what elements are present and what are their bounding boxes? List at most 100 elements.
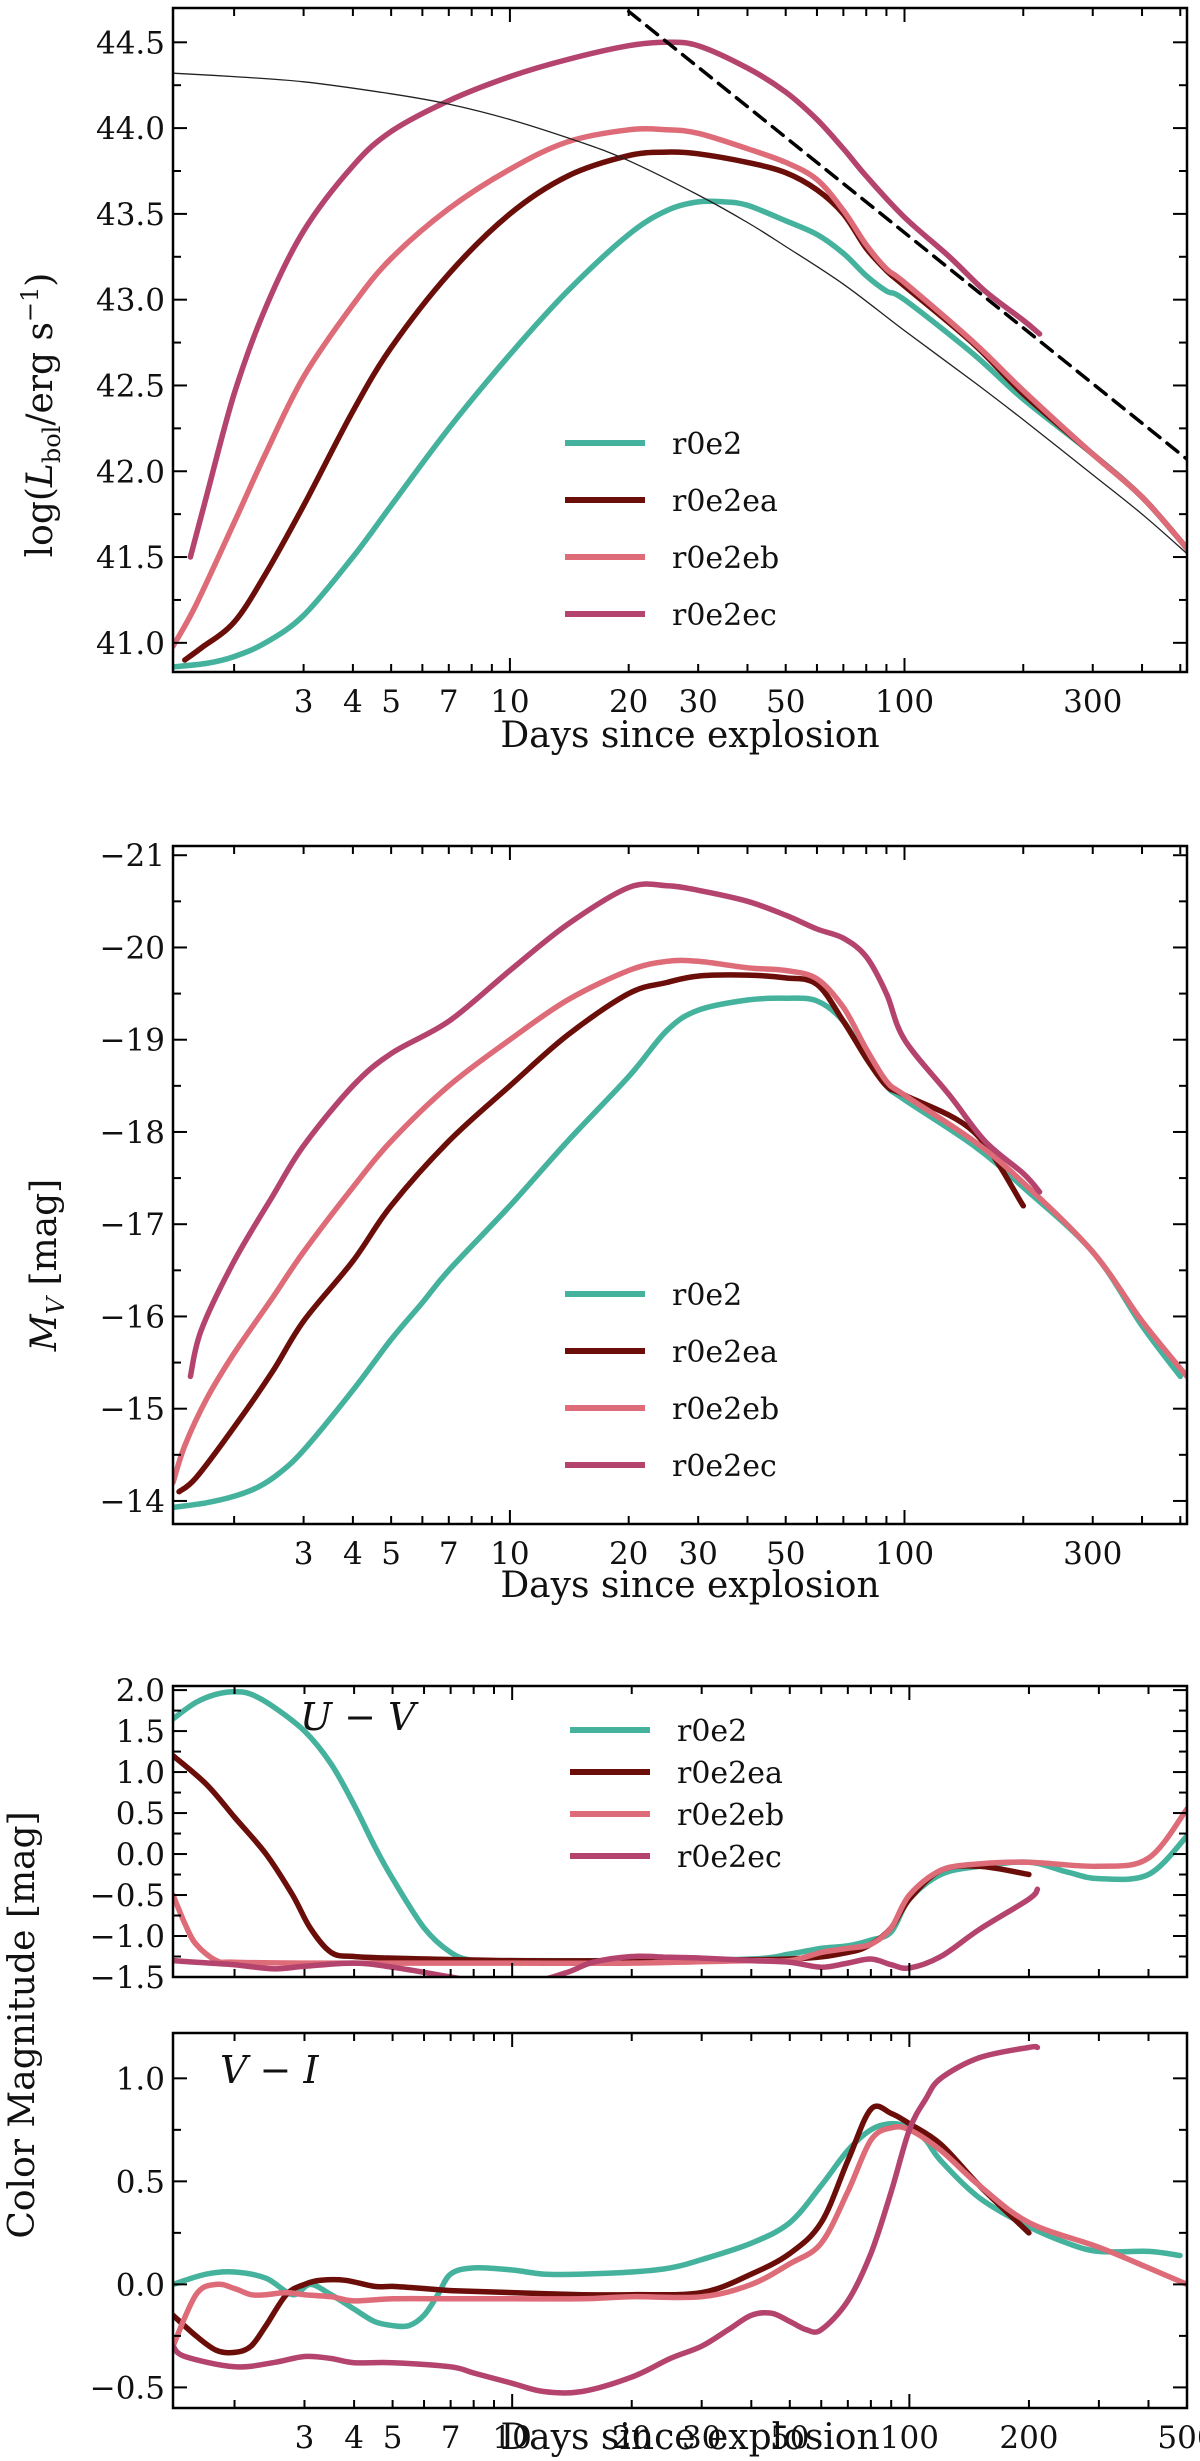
lbol-xtick-label: 50 bbox=[766, 684, 805, 720]
mv-xlabel: Days since explosion bbox=[500, 1565, 879, 1606]
uv-annotation: U − V bbox=[300, 1695, 419, 1739]
mv-xtick-label: 100 bbox=[875, 1536, 934, 1572]
mv-xtick-label: 30 bbox=[678, 1536, 717, 1572]
lbol-legend-label-r0e2ea: r0e2ea bbox=[672, 484, 778, 519]
mv-line-r0e2eb bbox=[173, 957, 1187, 1486]
vi-xtick-label: 3 bbox=[295, 2420, 315, 2456]
lbol-series-group bbox=[173, 9, 1187, 670]
uv-ytick-label: −1.5 bbox=[90, 1960, 165, 1996]
uv-legend-label-r0e2ea: r0e2ea bbox=[677, 1756, 783, 1791]
lbol-frame bbox=[171, 6, 1189, 674]
mv-legend-label-r0e2eb: r0e2eb bbox=[672, 1392, 779, 1427]
panel-v-minus-i: 345 7 10 20 30 50 100 200 500 −0.5 0.0 0.5 1.0 Days s… bbox=[90, 2031, 1200, 2458]
mv-xtick-label: 50 bbox=[766, 1536, 805, 1572]
vi-xlabel: Days since explosion bbox=[500, 2417, 879, 2458]
uv-ytick-label: −1.0 bbox=[90, 1919, 165, 1955]
lbol-line-model-thin bbox=[173, 72, 1187, 555]
lbol-xtick-label: 300 bbox=[1063, 684, 1122, 720]
mv-xtick-label: 7 bbox=[439, 1536, 459, 1572]
lbol-line-r0e2 bbox=[173, 198, 1187, 670]
lbol-legend: r0e2 r0e2ea r0e2eb r0e2ec bbox=[565, 427, 779, 633]
lbol-ylabel: log(Lbol/erg s−1) bbox=[16, 273, 66, 558]
mv-series-group bbox=[173, 881, 1187, 1511]
vi-xtick-label: 4 bbox=[344, 2420, 364, 2456]
lbol-ytick-label: 41.5 bbox=[96, 540, 165, 576]
vi-line-r0e2ea bbox=[173, 2103, 1032, 2356]
vi-xtick-label: 20 bbox=[612, 2420, 651, 2456]
vi-line-r0e2ec bbox=[173, 2043, 1041, 2396]
uv-ytick-label: −0.5 bbox=[90, 1878, 165, 1914]
vi-xtick-label: 7 bbox=[441, 2420, 461, 2456]
uv-ytick-label: 1.0 bbox=[116, 1755, 165, 1791]
uv-ytick-label: 1.5 bbox=[116, 1714, 165, 1750]
lbol-ytick-label: 44.5 bbox=[96, 25, 165, 61]
lbol-line-r0e2ec bbox=[187, 39, 1043, 560]
lbol-ytick-label: 44.0 bbox=[96, 111, 165, 147]
mv-line-r0e2 bbox=[173, 995, 1184, 1511]
lbol-legend-label-r0e2eb: r0e2eb bbox=[672, 541, 779, 576]
mv-ytick-label: −16 bbox=[100, 1299, 165, 1335]
lbol-line-r0e2eb bbox=[173, 126, 1187, 650]
uv-ytick-label: 2.0 bbox=[116, 1673, 165, 1709]
mv-ytick-label: −14 bbox=[100, 1484, 165, 1520]
vi-ytick-label: 0.5 bbox=[116, 2164, 165, 2200]
vi-xtick-label: 50 bbox=[770, 2420, 809, 2456]
lbol-xtick-label: 7 bbox=[439, 684, 459, 720]
mv-xtick-label: 10 bbox=[490, 1536, 529, 1572]
mv-ytick-label: −15 bbox=[100, 1392, 165, 1428]
lbol-ytick-label: 43.5 bbox=[96, 197, 165, 233]
uv-legend-label-r0e2eb: r0e2eb bbox=[677, 1798, 784, 1833]
mv-line-r0e2ea bbox=[176, 972, 1027, 1495]
panel-absolute-v-magnitude: MV [mag] 3 4 5 7 10 20 30 50 100 300 −14 −15 −16 −17 −… bbox=[24, 838, 1189, 1606]
vi-series-group bbox=[173, 2043, 1187, 2396]
uv-frame bbox=[171, 1684, 1189, 1979]
mv-xtick-label: 5 bbox=[381, 1536, 401, 1572]
lbol-xtick-label: 5 bbox=[381, 684, 401, 720]
lbol-line-decay-dashed bbox=[626, 9, 1187, 461]
mv-ytick-label: −18 bbox=[100, 1115, 165, 1151]
lbol-ytick-label: 42.5 bbox=[96, 368, 165, 404]
mv-ylabel: MV [mag] bbox=[24, 1179, 70, 1352]
uv-series-group bbox=[173, 1688, 1187, 1977]
uv-line-r0e2ec bbox=[173, 1886, 1041, 1977]
panel-bolometric-luminosity: log(Lbol/erg s−1) 3 4 5 7 10 20 30 50 100 300 41.0… bbox=[16, 6, 1189, 756]
mv-legend-label-r0e2ea: r0e2ea bbox=[672, 1335, 778, 1370]
lbol-legend-label-r0e2: r0e2 bbox=[672, 427, 742, 462]
mv-xtick-label: 4 bbox=[343, 1536, 363, 1572]
uv-legend-label-r0e2: r0e2 bbox=[677, 1714, 747, 1749]
vi-xtick-label: 500 bbox=[1157, 2420, 1200, 2456]
lbol-xtick-label: 10 bbox=[490, 684, 529, 720]
vi-ytick-label: −0.5 bbox=[90, 2370, 165, 2406]
vi-xtick-label: 200 bbox=[999, 2420, 1058, 2456]
mv-legend-label-r0e2: r0e2 bbox=[672, 1278, 742, 1313]
mv-legend-label-r0e2ec: r0e2ec bbox=[672, 1449, 777, 1484]
mv-xtick-label: 20 bbox=[609, 1536, 648, 1572]
mv-legend: r0e2 r0e2ea r0e2eb r0e2ec bbox=[565, 1278, 779, 1484]
lbol-ytick-label: 42.0 bbox=[96, 454, 165, 490]
mv-xtick-label: 3 bbox=[294, 1536, 314, 1572]
mv-ytick-label: −21 bbox=[100, 838, 165, 874]
vi-line-r0e2 bbox=[173, 2120, 1183, 2330]
uv-ytick-label: 0.0 bbox=[116, 1837, 165, 1873]
lbol-xtick-label: 30 bbox=[678, 684, 717, 720]
mv-xtick-label: 300 bbox=[1063, 1536, 1122, 1572]
lbol-xtick-label: 20 bbox=[609, 684, 648, 720]
color-magnitude-ylabel: Color Magnitude [mag] bbox=[2, 1811, 43, 2238]
vi-line-r0e2eb bbox=[173, 2123, 1187, 2349]
lbol-xtick-label: 100 bbox=[875, 684, 934, 720]
lbol-ytick-label: 41.0 bbox=[96, 626, 165, 662]
vi-annotation: V − I bbox=[220, 2048, 319, 2092]
vi-xtick-label: 10 bbox=[492, 2420, 531, 2456]
uv-legend-label-r0e2ec: r0e2ec bbox=[677, 1840, 782, 1875]
mv-ytick-label: −17 bbox=[100, 1207, 165, 1243]
lbol-legend-label-r0e2ec: r0e2ec bbox=[672, 598, 777, 633]
vi-xtick-label: 100 bbox=[880, 2420, 939, 2456]
mv-line-r0e2ec bbox=[187, 881, 1043, 1380]
vi-ytick-label: 1.0 bbox=[116, 2061, 165, 2097]
mv-frame bbox=[171, 844, 1189, 1526]
vi-frame bbox=[171, 2031, 1189, 2410]
lbol-xtick-label: 3 bbox=[294, 684, 314, 720]
mv-ytick-label: −19 bbox=[100, 1023, 165, 1059]
uv-ytick-label: 0.5 bbox=[116, 1796, 165, 1832]
